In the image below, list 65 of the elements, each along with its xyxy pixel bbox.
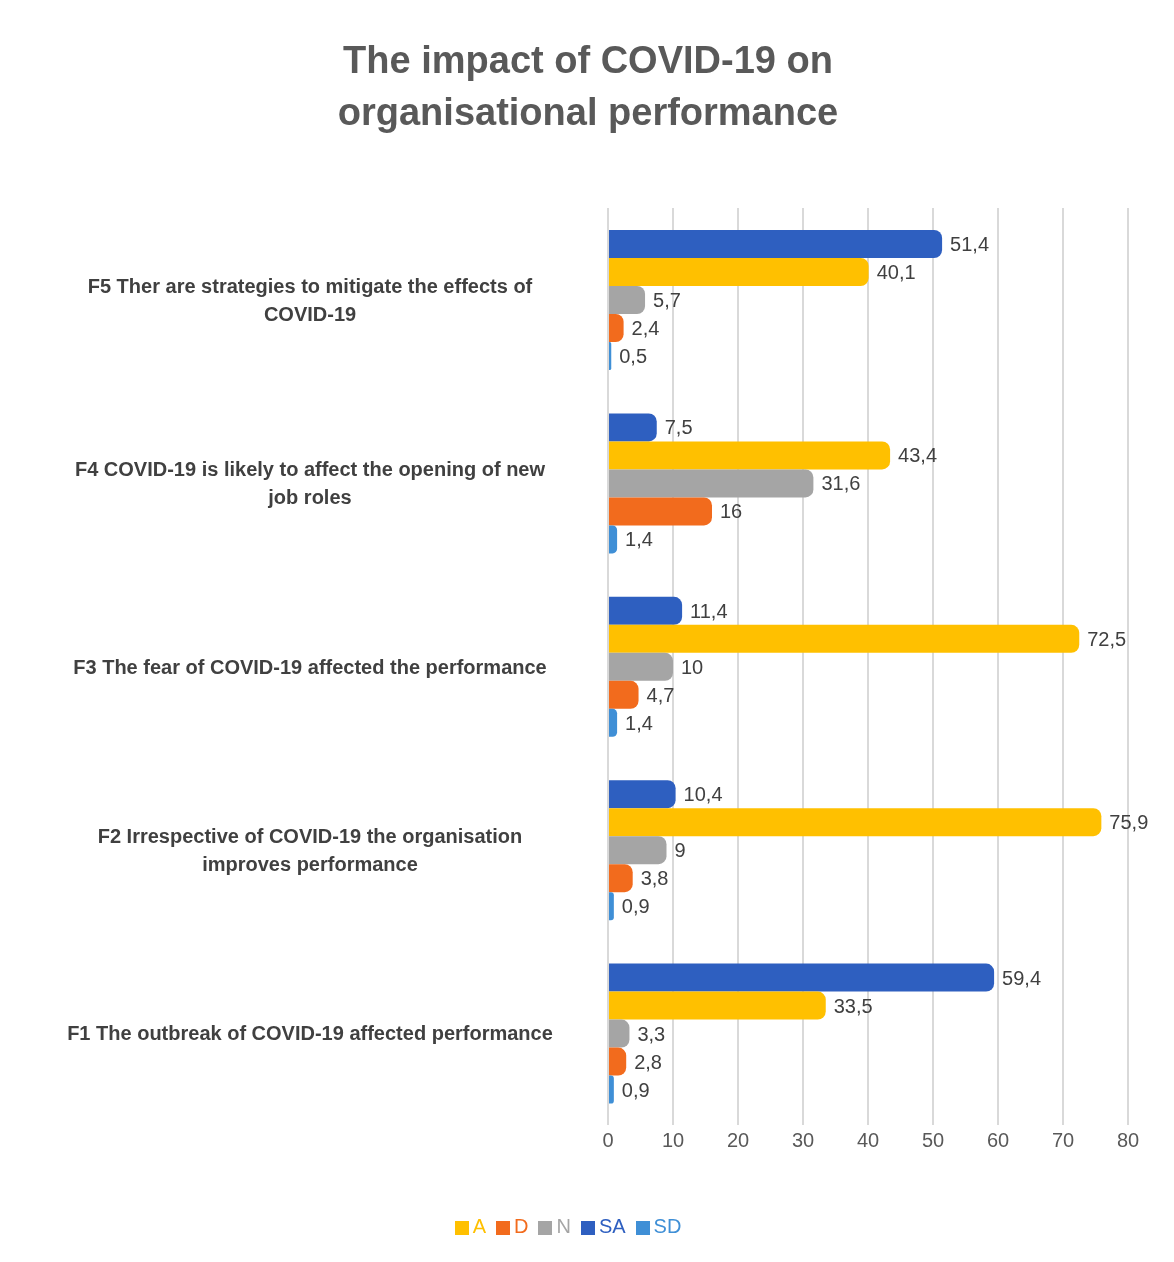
data-label: 59,4: [1002, 966, 1042, 989]
data-label: 11,4: [690, 599, 728, 622]
bar: [608, 780, 676, 809]
bar: [608, 497, 712, 526]
bar: [608, 991, 826, 1020]
bar: [608, 469, 814, 498]
bar: [608, 286, 646, 315]
bar: [608, 836, 667, 865]
data-label: 2,4: [631, 317, 660, 340]
x-tick-label: 30: [791, 1129, 815, 1152]
data-label: 4,7: [646, 683, 675, 706]
bar: [608, 963, 995, 992]
x-tick-label: 10: [661, 1129, 685, 1152]
bar: [608, 258, 869, 287]
bar: [608, 1047, 627, 1076]
data-label: 2,8: [634, 1050, 663, 1073]
bar: [608, 680, 639, 709]
y-tick-label: F1 The outbreak of COVID-19 affected performance: [67, 1022, 553, 1045]
data-label: 16: [720, 500, 743, 523]
data-label: 5,7: [653, 289, 681, 312]
legend-label: SA: [598, 1215, 626, 1237]
legend-label: SD: [653, 1215, 682, 1237]
x-tick-label: 0: [602, 1129, 614, 1152]
chart-title: The impact of COVID-19 on organisational performance: [336, 38, 840, 135]
bar: [608, 652, 673, 681]
data-label: 1,4: [625, 711, 653, 734]
legend-label: N: [556, 1215, 571, 1237]
bar: [608, 808, 1102, 837]
bar: [608, 314, 624, 343]
data-label: 7,5: [664, 416, 693, 439]
x-tick-label: 40: [856, 1129, 880, 1152]
y-tick-label: F2 Irrespective of COVID-19 the organisation improves performance: [97, 824, 523, 875]
data-label: 9: [674, 839, 686, 862]
bar: [608, 864, 633, 893]
x-tick-label: 60: [986, 1129, 1010, 1152]
y-tick-label: F5 Ther are strategies to mitigate the effects of COVID-19: [87, 274, 533, 325]
data-label: 33,5: [833, 994, 873, 1017]
data-label: 51,4: [950, 233, 990, 256]
bar: [608, 441, 891, 470]
bar: [608, 413, 657, 442]
x-tick-label: 80: [1116, 1129, 1140, 1152]
bar: [608, 1019, 630, 1048]
data-label: 75,9: [1109, 811, 1149, 834]
bar: [608, 624, 1080, 653]
legend-label: D: [513, 1215, 529, 1237]
data-label: 1,4: [625, 528, 653, 551]
y-tick-label: F4 COVID-19 is likely to affect the opening of new job roles: [74, 458, 546, 509]
data-label: 0,9: [621, 895, 650, 918]
x-tick-label: 70: [1051, 1129, 1075, 1152]
data-label: 3,3: [637, 1022, 666, 1045]
data-label: 0,5: [619, 345, 648, 368]
data-label: 72,5: [1087, 627, 1127, 650]
data-label: 43,4: [898, 444, 938, 467]
data-label: 31,6: [821, 472, 861, 495]
bar: [608, 230, 943, 259]
data-label: 0,9: [621, 1078, 650, 1101]
data-label: 10: [681, 655, 704, 678]
x-tick-label: 20: [726, 1129, 750, 1152]
x-tick-label: 50: [921, 1129, 945, 1152]
data-label: 10,4: [683, 783, 723, 806]
bar: [608, 596, 683, 625]
legend-label: A: [472, 1215, 486, 1237]
y-tick-label: F3 The fear of COVID-19 affected the performance: [73, 655, 547, 678]
data-label: 3,8: [640, 867, 669, 890]
data-label: 40,1: [876, 261, 916, 284]
